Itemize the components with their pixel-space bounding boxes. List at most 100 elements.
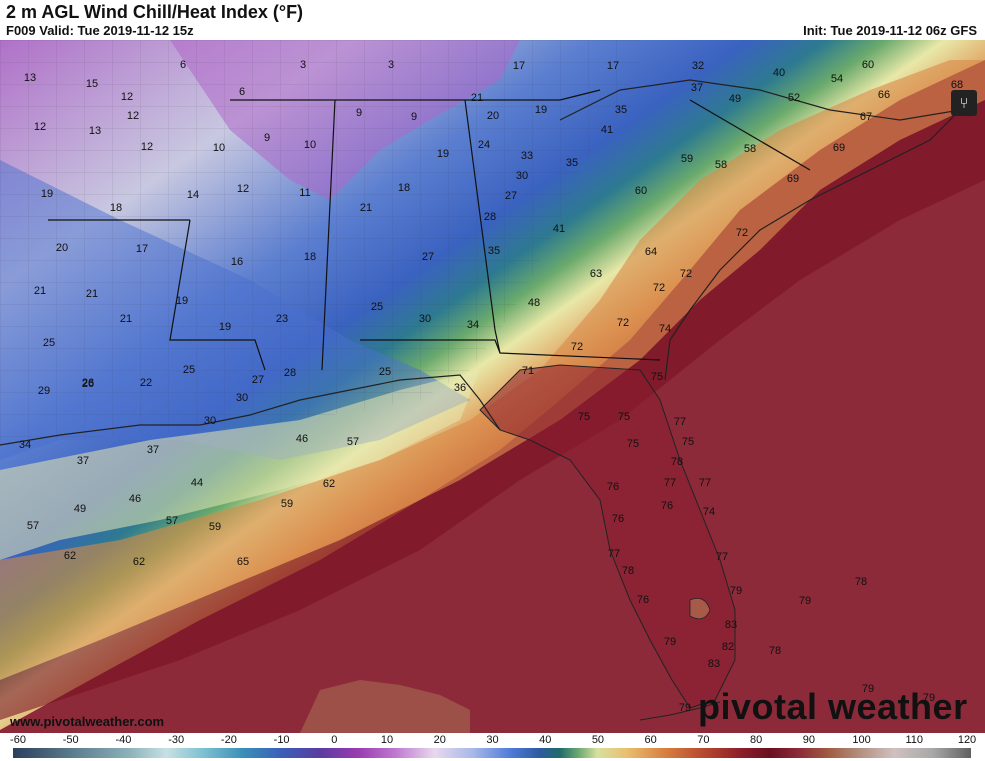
map-value-label: 12 xyxy=(121,91,133,103)
color-scale-tick: -30 xyxy=(168,734,185,746)
map-value-label: 9 xyxy=(264,132,270,144)
map-value-label: 76 xyxy=(607,481,619,493)
map-value-label: 21 xyxy=(86,288,98,300)
map-value-label: 54 xyxy=(831,73,843,85)
map-value-label: 34 xyxy=(19,439,31,451)
map-value-label: 64 xyxy=(645,246,657,258)
map-value-label: 83 xyxy=(708,658,720,670)
map-value-label: 72 xyxy=(680,268,692,280)
color-scale-tick: -60 xyxy=(10,734,26,746)
map-value-label: 14 xyxy=(187,189,199,201)
florida-outline xyxy=(479,364,736,709)
florida-keys xyxy=(639,701,721,721)
map-value-label: 23 xyxy=(276,313,288,325)
map-value-label: 76 xyxy=(661,500,673,512)
map-value-label: 30 xyxy=(236,392,248,404)
map-value-label: 19 xyxy=(437,148,449,160)
map-value-label: 72 xyxy=(736,227,748,239)
map-value-label: 71 xyxy=(522,365,534,377)
map-value-label: 74 xyxy=(659,323,671,335)
map-value-label: 78 xyxy=(671,456,683,468)
map-value-label: 46 xyxy=(296,433,308,445)
map-value-label: 74 xyxy=(703,506,715,518)
color-scale-tick: -10 xyxy=(273,734,290,746)
map-value-label: 37 xyxy=(147,444,159,456)
map-value-label: 25 xyxy=(43,337,55,349)
map-value-label: 77 xyxy=(664,477,676,489)
map-value-label: 18 xyxy=(110,202,122,214)
map-value-label: 11 xyxy=(299,187,310,199)
color-scale-tick: 100 xyxy=(852,734,871,746)
map-value-label: 25 xyxy=(371,301,383,313)
map-value-label: 19 xyxy=(176,295,188,307)
map-value-label: 10 xyxy=(213,142,225,154)
map-value-label: 48 xyxy=(528,297,540,309)
map-value-label: 58 xyxy=(715,159,727,171)
map-value-label: 12 xyxy=(237,183,249,195)
map-value-label: 63 xyxy=(590,268,602,280)
map-value-label: 78 xyxy=(622,565,634,577)
map-value-label: 9 xyxy=(411,111,417,123)
map-value-label: 13 xyxy=(89,125,101,137)
map-value-label: 78 xyxy=(855,576,867,588)
map-value-label: 30 xyxy=(516,170,528,182)
map-value-label: 17 xyxy=(136,243,148,255)
map-value-label: 68 xyxy=(951,79,963,91)
color-scale-tick: -40 xyxy=(115,734,132,746)
map-value-label: 19 xyxy=(219,321,231,333)
map-value-label: 40 xyxy=(773,67,785,79)
map-value-label: 10 xyxy=(304,139,316,151)
map-value-label: 35 xyxy=(488,245,500,257)
map-value-label: 72 xyxy=(617,317,629,329)
map-value-label: 21 xyxy=(34,285,46,297)
gulf-coastline xyxy=(0,374,501,446)
map-value-label: 44 xyxy=(191,477,203,489)
color-scale-labels: -60 -50 -40 -30 -20 -10 0 10 20 30 40 50 60 70 80 90 100… xyxy=(0,733,985,747)
color-scale-bar xyxy=(13,748,971,758)
map-value-label: 77 xyxy=(699,477,711,489)
mild-band xyxy=(0,370,480,560)
map-value-label: 27 xyxy=(505,190,517,202)
map-value-label: 49 xyxy=(729,93,741,105)
map-value-label: 33 xyxy=(521,150,533,162)
state-borders xyxy=(48,89,811,371)
share-icon[interactable]: ⑂ xyxy=(951,90,977,116)
map-value-label: 79 xyxy=(862,683,874,695)
map-value-label: 62 xyxy=(133,556,145,568)
map-value-label: 57 xyxy=(27,520,39,532)
valid-time: F009 Valid: Tue 2019-11-12 15z xyxy=(6,23,194,38)
color-scale-tick: 50 xyxy=(591,734,605,746)
map-value-label: 72 xyxy=(571,341,583,353)
map-value-label: 21 xyxy=(471,92,483,104)
site-url[interactable]: www.pivotalweather.com xyxy=(10,714,165,729)
color-scale-tick: 30 xyxy=(486,734,499,746)
header: 2 m AGL Wind Chill/Heat Index (°F) F009 … xyxy=(0,0,985,40)
map-value-label: 75 xyxy=(651,371,663,383)
color-scale-tick: 20 xyxy=(433,734,446,746)
warm-band xyxy=(0,60,985,680)
weather-map[interactable]: 13 15 6 3 3 17 17 32 40 54 60 68 12 12 6 37 49 52 66 12 13 9 9… xyxy=(0,40,985,733)
map-value-label: 13 xyxy=(24,72,36,84)
color-scale-tick: 80 xyxy=(749,734,763,746)
map-value-label: 41 xyxy=(601,124,613,136)
color-scale-tick: 0 xyxy=(331,734,338,746)
color-scale-tick: 60 xyxy=(644,734,657,746)
color-scale-tick: 10 xyxy=(380,734,394,746)
color-scale-tick: 70 xyxy=(697,734,710,746)
color-scale-tick: 120 xyxy=(957,734,977,746)
map-value-label: 75 xyxy=(618,411,630,423)
map-value-label: 15 xyxy=(86,78,98,90)
map-value-label: 28 xyxy=(284,367,296,379)
init-time: Init: Tue 2019-11-12 06z GFS xyxy=(803,23,977,38)
map-value-label: 21 xyxy=(360,202,372,214)
map-value-label: 62 xyxy=(64,550,76,562)
map-value-label: 17 xyxy=(607,60,619,72)
map-value-label: 78 xyxy=(769,645,781,657)
map-value-label: 69 xyxy=(787,173,799,185)
map-value-label: 22 xyxy=(140,377,152,389)
color-scale-tick: 90 xyxy=(802,734,815,746)
map-value-label: 20 xyxy=(56,242,68,254)
map-value-label: 18 xyxy=(398,182,410,194)
map-value-label: 57 xyxy=(166,515,178,527)
